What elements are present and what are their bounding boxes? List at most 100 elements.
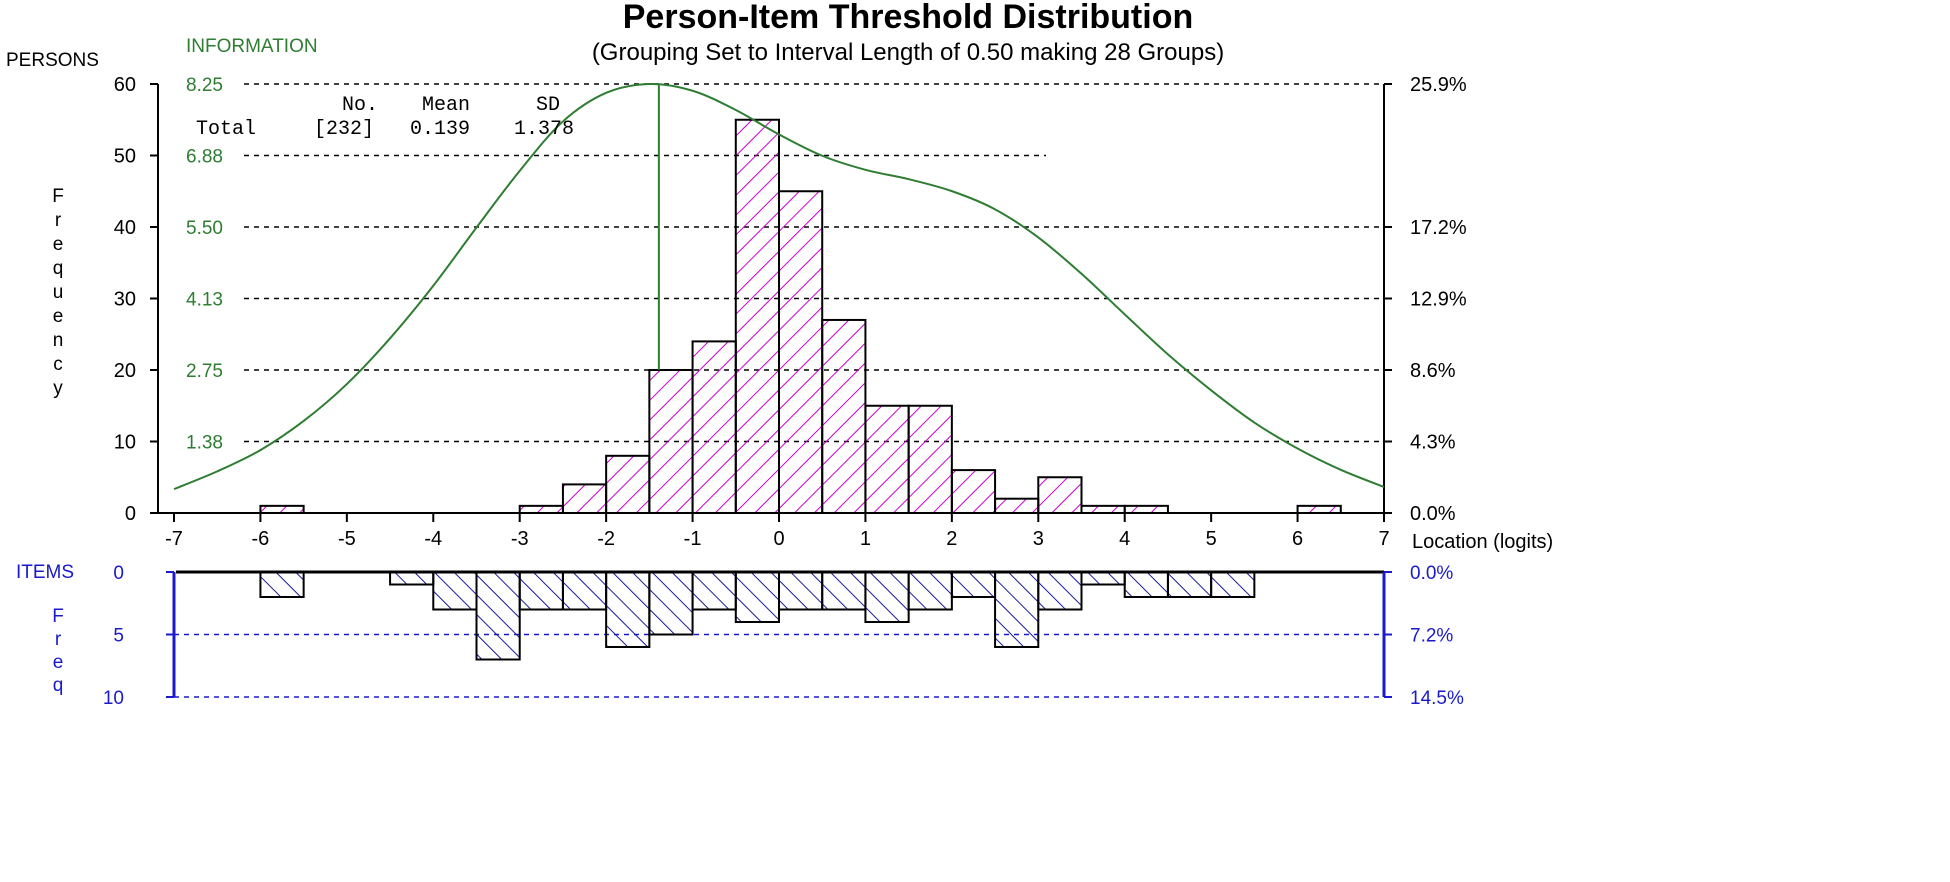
item-bar <box>389 571 435 586</box>
persons-percent-ticks: 0.0% 4.3% 8.6% 12.9% 17.2% 25.9% <box>1384 74 1467 525</box>
x-tick-label: 1 <box>860 528 871 550</box>
item-bar <box>821 571 867 611</box>
item-bar <box>864 571 910 623</box>
person-bar <box>821 318 867 515</box>
x-tick-label: -2 <box>597 528 615 550</box>
persons-bars <box>259 118 1342 515</box>
persons-ylabel-letter: q <box>53 258 64 279</box>
persons-percent-tick-label: 25.9% <box>1410 74 1467 96</box>
x-axis-ticks: -7 -6 -5 -4 -3 -2 -1 0 1 2 3 4 5 6 7 <box>165 513 1390 550</box>
person-bar <box>1296 504 1342 515</box>
x-tick-label: 6 <box>1292 528 1303 550</box>
persons-y-tick-label: 20 <box>114 360 136 382</box>
person-bar <box>691 340 737 514</box>
stats-header-mean: Mean <box>422 94 470 117</box>
persons-y-tick-label: 0 <box>125 503 136 525</box>
persons-percent-tick-label: 8.6% <box>1410 360 1456 382</box>
information-tick-label: 8.25 <box>186 75 223 96</box>
persons-ylabel-letter: c <box>53 354 63 375</box>
information-ticks: 1.38 2.75 4.13 5.50 6.88 8.25 <box>186 75 223 454</box>
item-bar <box>518 571 564 611</box>
persons-y-tick-label: 50 <box>114 146 136 168</box>
items-ylabel-letter: r <box>55 629 62 650</box>
person-bar <box>648 369 694 514</box>
items-ylabel-letter: F <box>52 606 64 627</box>
x-tick-label: -7 <box>165 528 183 550</box>
item-bar <box>605 571 651 648</box>
information-curve <box>173 82 1385 491</box>
information-tick-label: 5.50 <box>186 218 223 239</box>
person-bar <box>864 404 910 514</box>
persons-percent-tick-label: 17.2% <box>1410 217 1467 239</box>
person-bar <box>950 469 997 515</box>
item-bar <box>648 571 694 636</box>
x-tick-label: -3 <box>511 528 529 550</box>
person-bar <box>1123 504 1169 515</box>
x-tick-label: -4 <box>424 528 442 550</box>
item-bar <box>778 571 824 611</box>
items-percent-tick-label: 7.2% <box>1410 626 1453 647</box>
items-y-tick-label: 5 <box>113 626 124 647</box>
items-y-ticks: 0 5 10 <box>103 563 174 709</box>
item-bar <box>907 571 953 611</box>
persons-ylabel-letter: y <box>53 378 63 399</box>
item-bar <box>691 571 737 611</box>
stats-row-label: Total <box>196 118 256 141</box>
information-tick-label: 2.75 <box>186 361 223 382</box>
persons-percent-tick-label: 0.0% <box>1410 503 1456 525</box>
person-bar <box>734 118 780 514</box>
stats-header-no: No. <box>342 94 378 117</box>
persons-y-tick-label: 40 <box>114 217 136 239</box>
item-bar <box>994 571 1040 648</box>
x-tick-label: 4 <box>1119 528 1130 550</box>
person-bar <box>778 190 824 514</box>
stats-sd-value: 1.378 <box>514 118 574 141</box>
items-percent-tick-label: 14.5% <box>1410 688 1464 709</box>
x-tick-label: -5 <box>338 528 356 550</box>
person-bar <box>518 504 564 515</box>
item-bar <box>1210 571 1256 598</box>
persons-y-ticks: 0 10 20 30 40 50 60 <box>114 74 158 525</box>
items-label: ITEMS <box>16 562 74 583</box>
person-bar <box>259 504 305 515</box>
items-gridlines <box>174 633 1384 698</box>
x-tick-label: 7 <box>1378 528 1389 550</box>
item-bar <box>734 571 780 623</box>
person-bar <box>994 497 1040 515</box>
persons-ylabel-letter: u <box>53 282 64 303</box>
persons-y-tick-label: 10 <box>114 432 136 454</box>
stats-header-sd: SD <box>536 94 560 117</box>
x-axis-label: Location (logits) <box>1412 531 1553 553</box>
person-bar <box>561 483 608 514</box>
items-y-tick-label: 10 <box>103 688 124 709</box>
items-percent-ticks: 0.0% 7.2% 14.5% <box>1384 563 1464 709</box>
item-bar <box>1166 571 1213 598</box>
information-tick-label: 1.38 <box>186 433 223 454</box>
chart-title: Person-Item Threshold Distribution <box>623 0 1193 36</box>
person-bar <box>1080 504 1126 515</box>
items-ylabel-letter: e <box>53 652 64 673</box>
stats-mean-value: 0.139 <box>410 118 470 141</box>
persons-y-tick-label: 60 <box>114 74 136 96</box>
information-tick-label: 6.88 <box>186 147 223 168</box>
item-bar <box>1037 571 1083 611</box>
x-tick-label: 0 <box>773 528 784 550</box>
items-bars <box>259 571 1256 661</box>
item-bar <box>1080 571 1126 586</box>
stats-no-value: [232] <box>314 118 374 141</box>
persons-ylabel-letter: e <box>53 306 64 327</box>
item-bar <box>1123 571 1169 598</box>
item-bar <box>475 571 521 661</box>
persons-y-tick-label: 30 <box>114 289 136 311</box>
persons-label: PERSONS <box>6 50 99 71</box>
item-bar <box>432 571 478 611</box>
x-tick-label: -1 <box>684 528 702 550</box>
person-bar <box>605 454 651 514</box>
persons-ylabel-letter: e <box>53 234 64 255</box>
x-tick-label: 3 <box>1033 528 1044 550</box>
items-percent-tick-label: 0.0% <box>1410 563 1453 584</box>
persons-ylabel-letter: r <box>55 210 62 231</box>
information-label: INFORMATION <box>186 36 318 57</box>
person-bar <box>907 404 953 514</box>
